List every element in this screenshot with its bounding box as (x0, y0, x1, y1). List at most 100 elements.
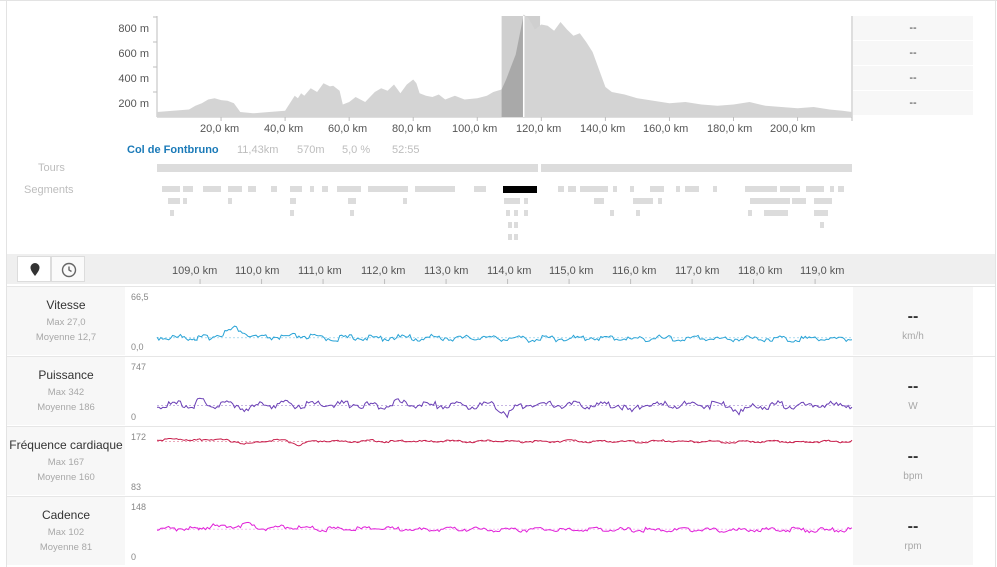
segment-bar (814, 210, 828, 216)
segment-bar (514, 222, 518, 228)
y-tick-label: 400 m (118, 73, 149, 85)
segment-bar (558, 186, 564, 192)
zoom-tick-label: 117,0 km (675, 265, 720, 277)
segment-bar (348, 198, 356, 204)
segment-bar (508, 234, 512, 240)
time-mode-button[interactable] (51, 256, 85, 282)
segment-bar (228, 198, 232, 204)
power-title: Puissance (38, 368, 94, 382)
segment-bar (183, 186, 193, 192)
clock-icon (61, 262, 77, 278)
heart-rate-max: Max 167 (47, 457, 85, 468)
heart-rate-title: Fréquence cardiaque (9, 438, 123, 452)
segment-bar (748, 210, 752, 216)
segment-bar (337, 186, 361, 192)
segments-row-label: Segments (24, 184, 74, 196)
x-tick-label: 40,0 km (264, 123, 304, 135)
elevation-profile-area (157, 14, 852, 117)
segment-bar (322, 186, 328, 192)
frame-right-border (995, 0, 996, 567)
power-value-panel (853, 357, 973, 425)
speed-axis-max: 66,5 (131, 292, 149, 302)
x-tick-label: 100,0 km (452, 123, 498, 135)
speed-max: Max 27,0 (46, 317, 86, 328)
frame-left-border (6, 0, 7, 567)
power-axis-max: 747 (131, 362, 147, 372)
cadence-avg: Moyenne 81 (39, 542, 93, 553)
zoom-tick-label: 118,0 km (738, 265, 783, 277)
cadence-axis-min: 0 (131, 552, 137, 562)
side-value: -- (853, 16, 973, 41)
side-value: -- (853, 66, 973, 91)
cadence-label-panel (7, 497, 125, 565)
power-unit: W (908, 401, 918, 412)
segment-bar (594, 198, 604, 204)
heart-rate-avg: Moyenne 160 (37, 472, 95, 483)
map-pin-icon (30, 263, 40, 276)
segment-bar (636, 210, 640, 216)
segment-bar (806, 186, 824, 192)
segment-bar (168, 198, 180, 204)
segment-bar (248, 186, 256, 192)
segment-bar (630, 186, 634, 192)
segment-bar (610, 210, 614, 216)
zoom-tick-label: 109,0 km (172, 265, 218, 277)
cadence-max: Max 102 (47, 527, 85, 538)
segment-bar (228, 186, 242, 192)
segment-bar (814, 198, 832, 204)
lap-bar[interactable] (541, 164, 852, 172)
segment-bar (745, 186, 777, 192)
cadence-value-panel (853, 497, 973, 565)
heart-rate-row (7, 426, 995, 495)
segment-bar (580, 186, 608, 192)
heart-rate-value: -- (907, 448, 919, 465)
frame-top-border (0, 0, 997, 1)
cadence-axis-max: 148 (131, 502, 147, 512)
climb-area (501, 14, 524, 117)
heart-rate-value-panel (853, 427, 973, 495)
segment-bar (792, 198, 806, 204)
zoom-tick-label: 113,0 km (424, 265, 469, 277)
cadence-unit: rpm (904, 541, 922, 552)
segment-bar (290, 186, 302, 192)
speed-axis-min: 0,0 (131, 342, 144, 352)
segment-bar (568, 186, 576, 192)
cadence-title: Cadence (41, 508, 91, 522)
segment-bar (474, 186, 486, 192)
segment-name-link[interactable]: Col de Fontbruno (127, 144, 219, 156)
segment-bar (685, 186, 699, 192)
segment-bar (633, 198, 653, 204)
segment-bar (368, 186, 408, 192)
segment-elevation: 570m (297, 144, 325, 156)
segment-bar (403, 198, 407, 204)
distance-mode-button[interactable] (17, 256, 51, 282)
segment-time: 52:55 (392, 144, 420, 156)
segment-bar (203, 186, 221, 192)
x-tick-label: 180,0 km (707, 123, 753, 135)
power-value: -- (907, 378, 919, 395)
x-tick-label: 120,0 km (516, 123, 562, 135)
power-axis-min: 0 (131, 412, 137, 422)
segment-bar (524, 210, 528, 216)
segment-grade: 5,0 % (342, 144, 371, 156)
segment-bar (271, 186, 277, 192)
speed-line (156, 325, 853, 343)
segment-bar (658, 198, 662, 204)
speed-unit: km/h (902, 331, 924, 342)
x-tick-label: 140,0 km (580, 123, 626, 135)
segment-bars (162, 186, 844, 240)
lap-bar[interactable] (157, 164, 538, 172)
segment-distance: 11,43km (237, 144, 279, 156)
speed-value-panel (853, 287, 973, 355)
segment-bar (504, 198, 520, 204)
y-tick-label: 600 m (118, 48, 149, 60)
segment-bar (830, 186, 834, 192)
zoom-tick-label: 115,0 km (549, 265, 594, 277)
power-line (157, 397, 853, 419)
zoom-tick-label: 114,0 km (487, 265, 532, 277)
segment-bar (750, 198, 790, 204)
segment-bar (415, 186, 455, 192)
